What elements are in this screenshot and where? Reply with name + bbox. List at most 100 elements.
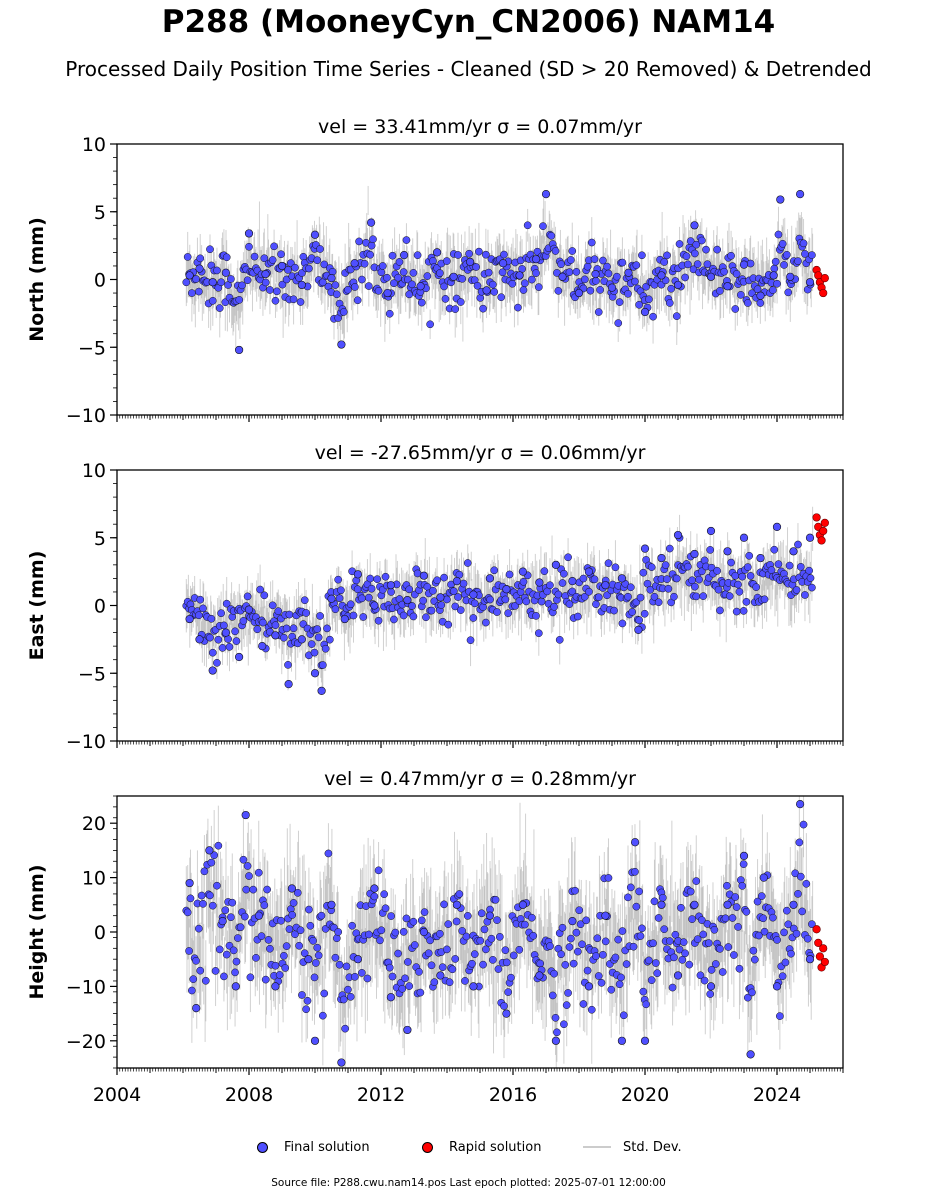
final-point [493, 608, 501, 616]
final-point [254, 868, 263, 877]
final-point [270, 242, 278, 251]
final-point [665, 299, 674, 307]
final-point [387, 912, 395, 920]
final-point [214, 841, 223, 850]
final-point [342, 962, 351, 971]
final-point [289, 624, 298, 633]
final-point [310, 669, 320, 678]
rapid-point [812, 513, 821, 522]
final-point [337, 340, 346, 349]
final-point [470, 599, 479, 608]
final-point [639, 987, 648, 996]
y-axis-label: North (mm) [26, 217, 48, 342]
final-point [801, 591, 809, 599]
final-point [635, 887, 643, 896]
final-point [261, 269, 270, 279]
final-point [335, 594, 344, 603]
final-point [794, 540, 802, 549]
final-point [210, 851, 219, 860]
final-point [610, 606, 618, 615]
final-point [213, 266, 221, 275]
final-point [739, 851, 749, 860]
final-point [385, 963, 394, 972]
final-point [706, 546, 715, 554]
final-point [279, 951, 288, 960]
final-point [551, 560, 561, 569]
final-point [624, 893, 632, 902]
final-point [458, 274, 467, 283]
final-point [335, 960, 344, 969]
final-point [376, 936, 384, 945]
final-point [532, 269, 540, 277]
final-point [444, 620, 453, 629]
final-point [805, 533, 815, 542]
final-point [369, 235, 377, 244]
final-point [781, 958, 790, 967]
final-point [654, 598, 663, 607]
final-point [745, 551, 754, 560]
final-point [351, 972, 359, 981]
final-point [743, 299, 752, 307]
final-point [795, 838, 804, 847]
final-point [449, 272, 458, 281]
final-point [183, 908, 192, 917]
final-point [497, 293, 506, 302]
final-point [590, 255, 599, 264]
final-point [410, 941, 419, 949]
final-point [554, 287, 563, 295]
final-point [565, 268, 574, 276]
final-point [320, 989, 329, 998]
final-point [723, 547, 732, 556]
final-point [309, 936, 317, 945]
final-point [360, 259, 369, 268]
final-point [604, 559, 613, 568]
final-point [185, 614, 194, 624]
final-point [260, 591, 269, 600]
final-point [601, 581, 610, 590]
final-point [707, 966, 716, 974]
rapid-point [820, 957, 829, 967]
final-point [296, 298, 305, 306]
final-point [692, 877, 701, 885]
final-point [289, 295, 298, 304]
final-point [206, 245, 214, 254]
final-point [366, 250, 375, 259]
final-point [305, 264, 313, 273]
final-point [205, 846, 214, 855]
final-point [370, 601, 379, 610]
final-point [638, 251, 646, 260]
final-point [578, 940, 586, 949]
final-point [746, 572, 755, 580]
final-point [716, 945, 724, 953]
final-point [351, 283, 359, 291]
final-point [649, 939, 657, 948]
final-point [218, 917, 227, 926]
final-point [340, 614, 349, 624]
final-point [285, 610, 294, 619]
final-point [282, 942, 291, 950]
final-point [534, 283, 543, 291]
final-point [476, 936, 485, 945]
final-point [426, 936, 434, 945]
final-point [519, 577, 528, 586]
final-point [398, 984, 407, 993]
final-point [344, 285, 352, 294]
final-point [476, 294, 485, 302]
final-point [207, 614, 216, 623]
final-point [358, 594, 366, 603]
final-point [772, 982, 782, 991]
final-point [437, 601, 446, 609]
final-point [731, 305, 740, 313]
final-point [424, 949, 433, 958]
final-point [243, 592, 252, 601]
final-point [339, 308, 348, 316]
final-point [194, 611, 203, 620]
final-point [456, 606, 465, 614]
final-point [440, 573, 448, 582]
final-point [463, 912, 472, 920]
final-point [284, 679, 293, 689]
final-point [459, 579, 468, 588]
final-point [795, 800, 805, 809]
final-point [353, 585, 362, 594]
final-point [615, 298, 624, 306]
